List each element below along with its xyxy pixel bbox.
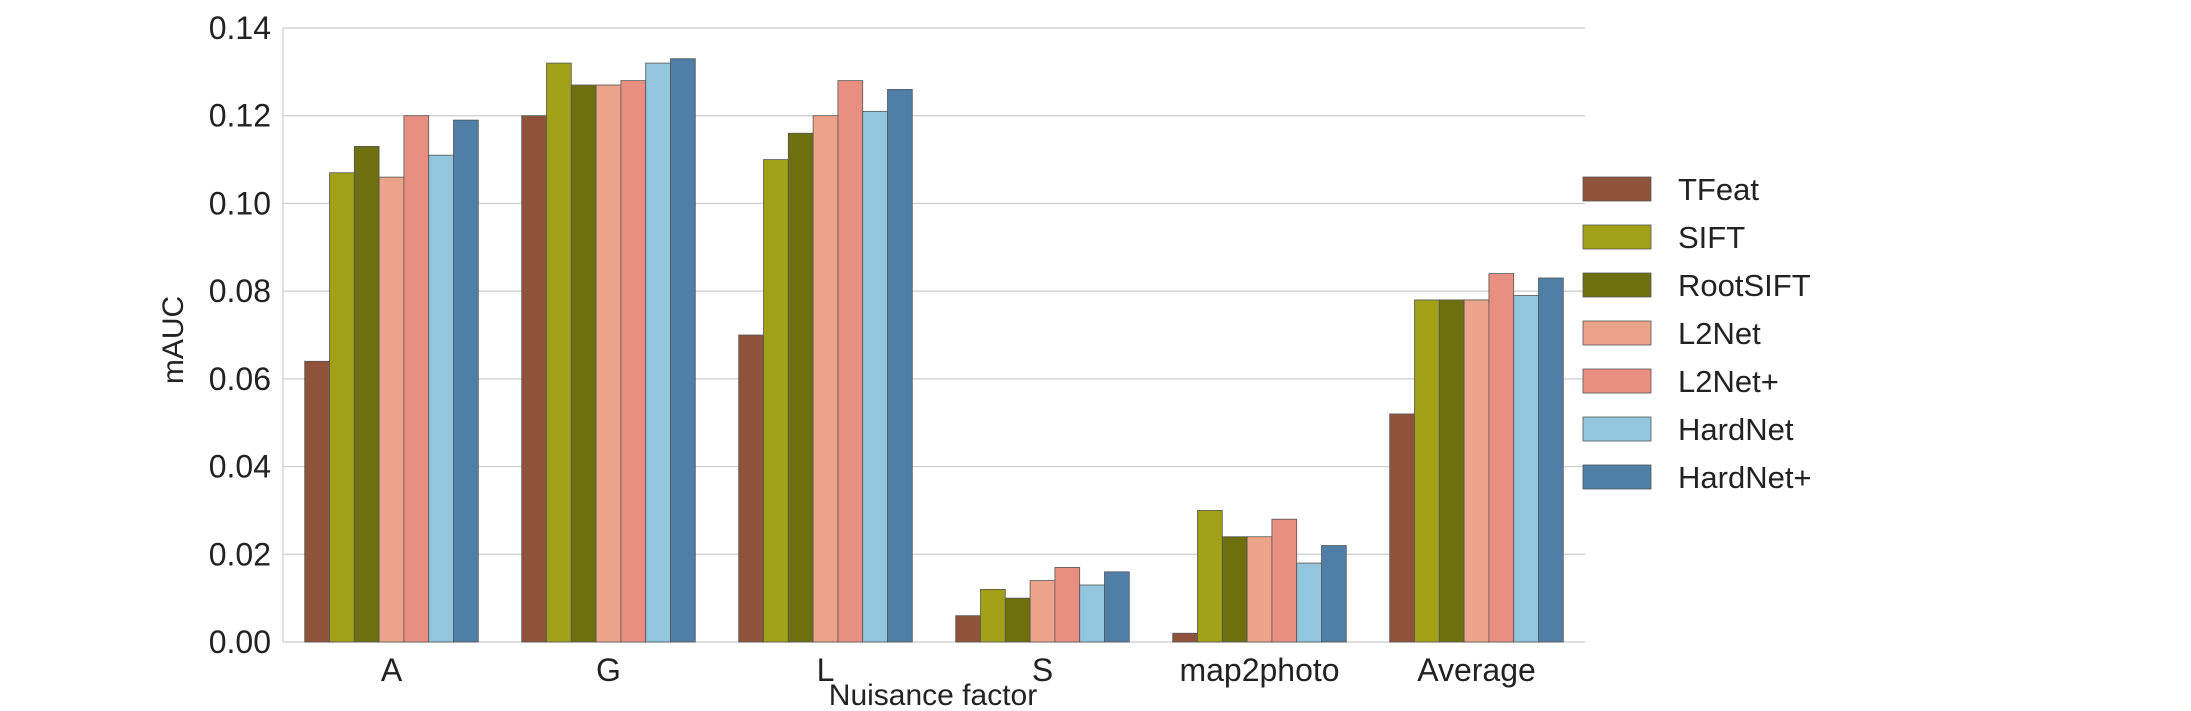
x-tick-label: map2photo <box>1179 652 1339 688</box>
legend: TFeat SIFT RootSIFT L2Net L2Net+ HardNet HardN… <box>1582 172 1812 495</box>
x-tick-label: G <box>596 652 621 688</box>
y-tick-label: 0.04 <box>209 449 271 485</box>
bar-tfeat-map2photo <box>1172 632 1198 643</box>
y-axis-label: mAUC <box>157 296 190 384</box>
legend-label: TFeat <box>1678 172 1759 207</box>
legend-swatch <box>1582 272 1652 298</box>
bar-tfeat-a <box>304 360 330 643</box>
bar-rootsift-g <box>570 84 597 643</box>
bar-hardnet-s <box>1079 584 1105 643</box>
bar-tfeat-average <box>1389 413 1415 643</box>
bar-hardnet-plus-g <box>670 58 696 643</box>
bar-tfeat-g <box>521 115 547 643</box>
legend-swatch <box>1582 224 1652 250</box>
bar-sift-a <box>329 172 355 643</box>
grid-lines <box>283 27 1585 643</box>
x-tick-label: S <box>1032 652 1053 688</box>
bar-hardnet-l <box>862 110 888 643</box>
bar-hardnet-plus-average <box>1538 277 1564 643</box>
bar-hardnet-average <box>1513 295 1539 643</box>
bar-sift-g <box>546 62 572 643</box>
y-tick-label: 0.02 <box>209 536 271 572</box>
legend-label: L2Net+ <box>1678 364 1779 399</box>
legend-swatch <box>1582 368 1652 394</box>
bars <box>304 58 1564 643</box>
bar-hardnet-plus-l <box>887 89 913 643</box>
bar-sift-s <box>980 588 1006 643</box>
legend-swatch <box>1582 320 1652 346</box>
y-tick-label: 0.08 <box>209 273 271 309</box>
legend-label: RootSIFT <box>1678 268 1811 303</box>
bar-hardnet-plus-a <box>453 119 479 643</box>
y-tick-label: 0.14 <box>209 10 271 46</box>
y-tick-labels: 0.00 0.02 0.04 0.06 0.08 0.10 0.12 0.14 <box>209 10 271 660</box>
bar-rootsift-s <box>1004 597 1031 643</box>
bar-hardnet-plus-map2photo <box>1321 545 1347 643</box>
legend-swatch <box>1582 416 1652 442</box>
bar-sift-average <box>1414 299 1440 643</box>
bar-l2net-map2photo <box>1246 536 1273 643</box>
x-tick-label: Average <box>1417 652 1536 688</box>
bar-rootsift-average <box>1438 299 1465 643</box>
bar-hardnet-plus-s <box>1104 571 1130 643</box>
bar-l2net-s <box>1029 580 1056 643</box>
bar-tfeat-s <box>955 615 981 643</box>
bar-tfeat-l <box>738 334 764 643</box>
bar-rootsift-a <box>353 146 380 643</box>
x-tick-label: A <box>381 652 403 688</box>
y-tick-label: 0.00 <box>209 624 271 660</box>
bar-l2net-average <box>1463 299 1490 643</box>
bar-l2net-plus-s <box>1054 567 1081 643</box>
bar-l2net-plus-average <box>1488 273 1515 643</box>
legend-label: HardNet+ <box>1678 460 1812 495</box>
bar-sift-map2photo <box>1197 510 1223 643</box>
y-tick-label: 0.06 <box>209 361 271 397</box>
bar-l2net-plus-map2photo <box>1271 518 1298 643</box>
bar-l2net-plus-g <box>620 80 647 643</box>
bar-l2net-l <box>812 115 839 643</box>
bar-l2net-g <box>595 84 622 643</box>
bar-rootsift-l <box>787 132 814 643</box>
bar-l2net-a <box>378 176 405 643</box>
y-tick-label: 0.10 <box>209 185 271 221</box>
bar-l2net-plus-a <box>403 115 430 643</box>
legend-label: SIFT <box>1678 220 1745 255</box>
bar-rootsift-map2photo <box>1221 536 1248 643</box>
x-tick-label: L <box>817 652 835 688</box>
legend-label: L2Net <box>1678 316 1761 351</box>
bar-l2net-plus-l <box>837 80 864 643</box>
bar-sift-l <box>763 159 789 643</box>
legend-swatch <box>1582 176 1652 202</box>
x-axis-label: Nuisance factor <box>829 679 1037 711</box>
bar-hardnet-a <box>428 154 454 643</box>
legend-label: HardNet <box>1678 412 1794 447</box>
y-tick-label: 0.12 <box>209 98 271 134</box>
bar-hardnet-map2photo <box>1296 562 1322 643</box>
legend-swatch <box>1582 464 1652 490</box>
bar-hardnet-g <box>645 62 671 643</box>
